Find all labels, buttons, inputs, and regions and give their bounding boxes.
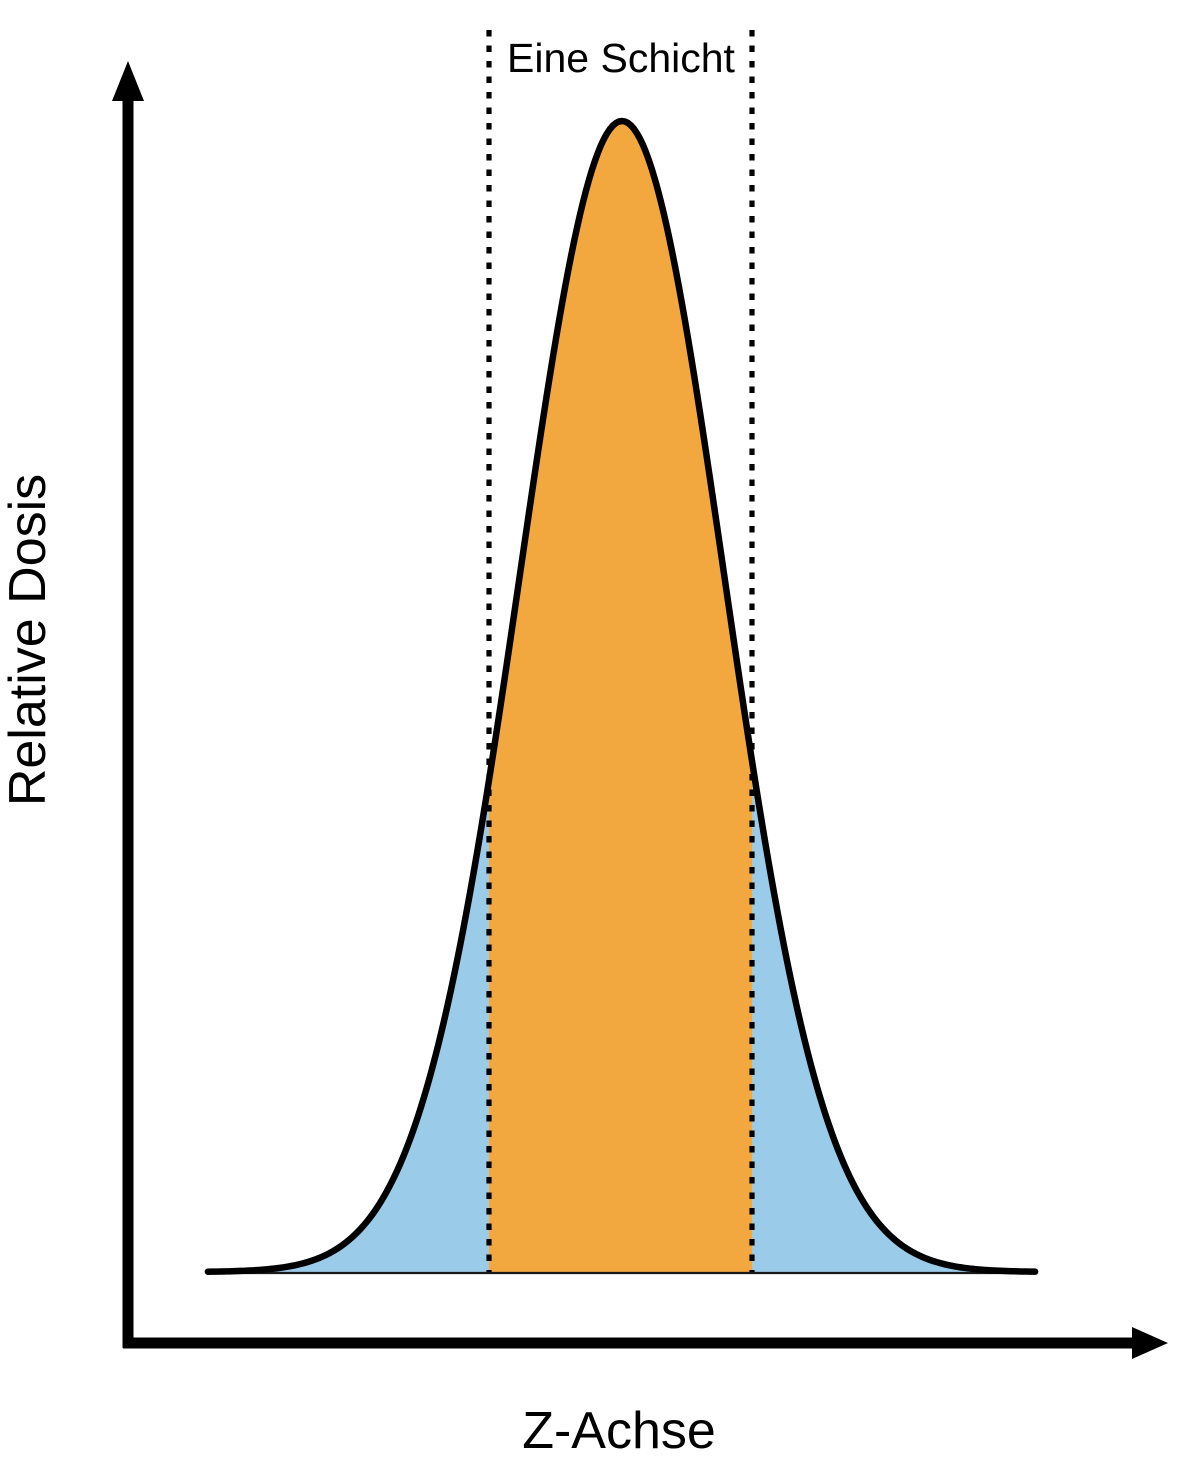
slice-label: Eine Schicht xyxy=(507,35,736,81)
dose-curve xyxy=(204,117,1039,1275)
y-axis-arrowhead-icon xyxy=(112,61,144,101)
x-axis-arrowhead-icon xyxy=(1132,1327,1168,1359)
slice-area xyxy=(489,121,753,1272)
x-axis-label: Z-Achse xyxy=(522,1402,716,1460)
y-axis-label: Relative Dosis xyxy=(0,474,57,806)
